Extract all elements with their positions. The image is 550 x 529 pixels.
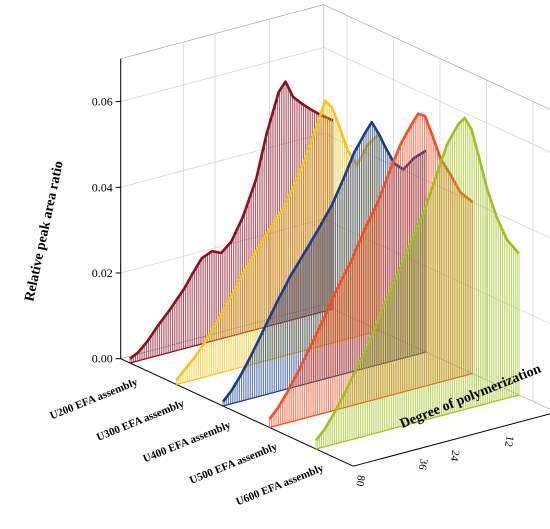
- z-tick-label: 0.06: [92, 95, 113, 109]
- x-tick-label: 80: [353, 474, 367, 487]
- series-5: [314, 116, 520, 450]
- category-axis-line: [120, 358, 354, 467]
- x-tick-label: 36: [416, 458, 430, 471]
- series-line: [314, 116, 520, 442]
- category-label: U300 EFA assembly: [95, 397, 186, 443]
- category-label: U400 EFA assembly: [141, 419, 232, 465]
- series-line: [175, 99, 381, 381]
- z-tick-label: 0.04: [92, 180, 113, 194]
- x-tick-label: 12: [502, 435, 516, 448]
- ribbon-series: [129, 80, 520, 450]
- series-line: [268, 112, 474, 420]
- series-line: [129, 80, 334, 360]
- x-axis-line: [353, 413, 550, 467]
- category-label: U600 EFA assembly: [234, 462, 325, 508]
- z-tick-label: 0.00: [92, 352, 113, 366]
- category-label: U500 EFA assembly: [188, 440, 279, 486]
- category-label: U200 EFA assembly: [48, 376, 139, 422]
- x-tick-label: 24: [448, 449, 462, 462]
- z-axis-title: Relative peak area ratio: [22, 160, 66, 303]
- series-baseline: [315, 394, 520, 450]
- z-tick-label: 0.02: [92, 266, 113, 280]
